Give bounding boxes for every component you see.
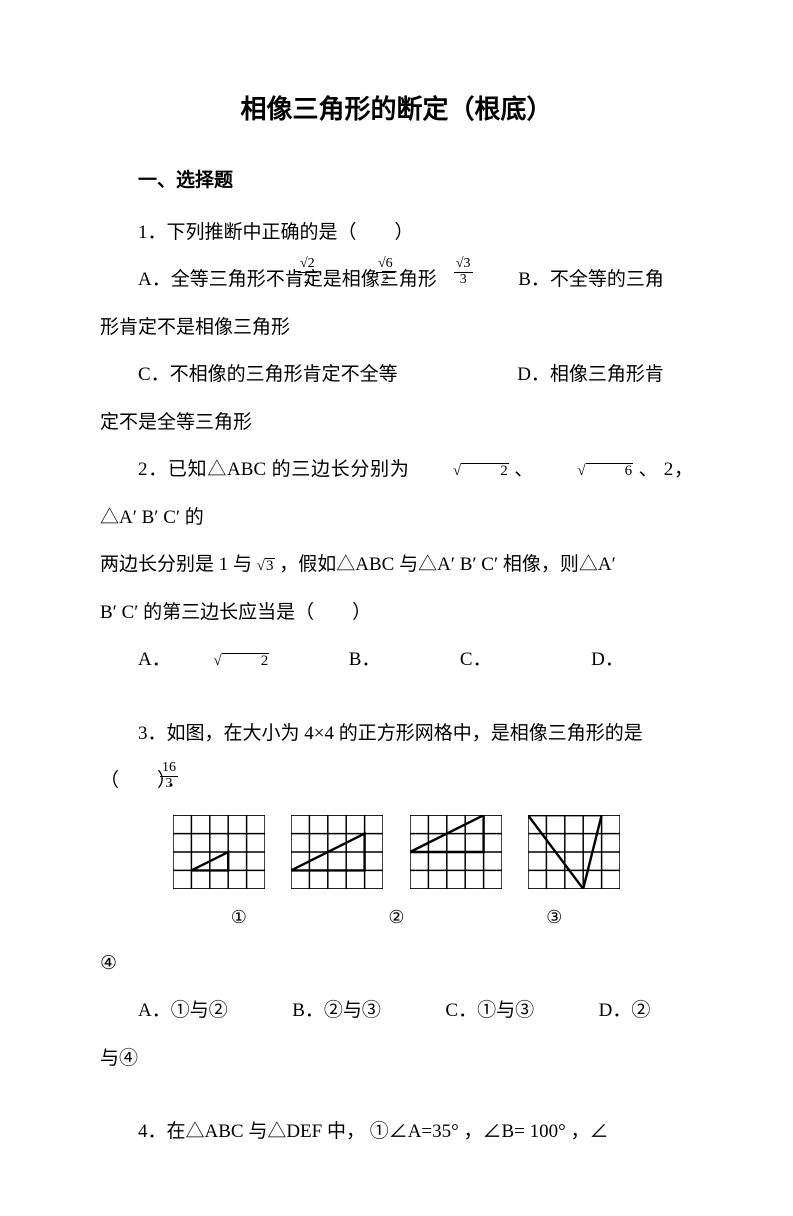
grid-fig-4 [528, 815, 620, 889]
sqrt-6-icon: 6 [539, 453, 633, 491]
q3-optA: A．①与② [138, 1000, 228, 1021]
q3-stem-b: （ ）． [100, 757, 693, 805]
q2-optD: D． [591, 649, 624, 670]
q2-optC: C． [460, 649, 492, 670]
q3-optC: C．①与③ [445, 1000, 534, 1021]
fig-label-4: ④ [100, 940, 693, 988]
grid-fig-3 [410, 815, 502, 889]
q3-figures [160, 815, 633, 889]
q1-stem: 1．下列推断中正确的是（ ） [100, 209, 693, 257]
q2-optB: B． [349, 649, 381, 670]
floating-fractions: √22 √62 √33 [270, 257, 501, 290]
q1-optD-cont: 定不是全等三角形 [100, 399, 693, 447]
q4-stem: 4．在△ABC 与△DEF 中， ①∠A=35° ，∠B= 100° ，∠ [100, 1108, 693, 1156]
fig-label-2: ② [388, 895, 404, 940]
q3-optD: D．② [599, 1000, 651, 1021]
q3-left-fraction: 163 [158, 754, 180, 802]
q3-optD-cont: 与④ [100, 1035, 693, 1083]
q1-optC: C．不相像的三角形肯定不全等 [138, 364, 398, 385]
q2-options: A． 2 B． C． D． [100, 636, 693, 684]
q2-line1: 2．已知△ABC 的三边长分别为 2 、 6 、 2，△A′ B′ C′ 的 [100, 446, 693, 541]
page-title: 相像三角形的断定（根底） [100, 90, 693, 129]
q2-line2: 两边长分别是 1 与 3 ，假如△ABC 与△A′ B′ C′ 相像，则△A′ [100, 541, 693, 589]
q1-optB-cont: 形肯定不是相像三角形 [100, 304, 693, 352]
sqrt-3-icon: 3 [257, 548, 275, 586]
section-heading: 一、选择题 [100, 157, 693, 205]
q2-line3: B′ C′ 的第三边长应当是（ ） [100, 589, 693, 637]
q2-line1-b: 、 [514, 459, 534, 480]
q3-fig-labels: ① ② ③ [160, 895, 633, 940]
fig-label-1: ① [231, 895, 247, 940]
q1-optCD: C．不相像的三角形肯定不全等 D．相像三角形肯 [100, 351, 693, 399]
grid-fig-1 [173, 815, 265, 889]
q2-optA: A． [138, 649, 171, 670]
fig-label-3: ③ [546, 895, 562, 940]
q2-line1-a: 2．已知△ABC 的三边长分别为 [138, 459, 410, 480]
q1-optB: B．不全等的三角 [518, 269, 664, 290]
q3-stem-a: 3．如图，在大小为 4×4 的正方形网格中，是相像三角形的是 [100, 710, 693, 758]
sqrt-2b-icon: 2 [175, 643, 269, 681]
q3-options: A．①与② B．②与③ C．①与③ D．② [100, 987, 693, 1035]
sqrt-2-icon: 2 [415, 453, 509, 491]
q3-optB: B．②与③ [292, 1000, 381, 1021]
q1-optD: D．相像三角形肯 [517, 364, 664, 385]
grid-fig-2 [291, 815, 383, 889]
